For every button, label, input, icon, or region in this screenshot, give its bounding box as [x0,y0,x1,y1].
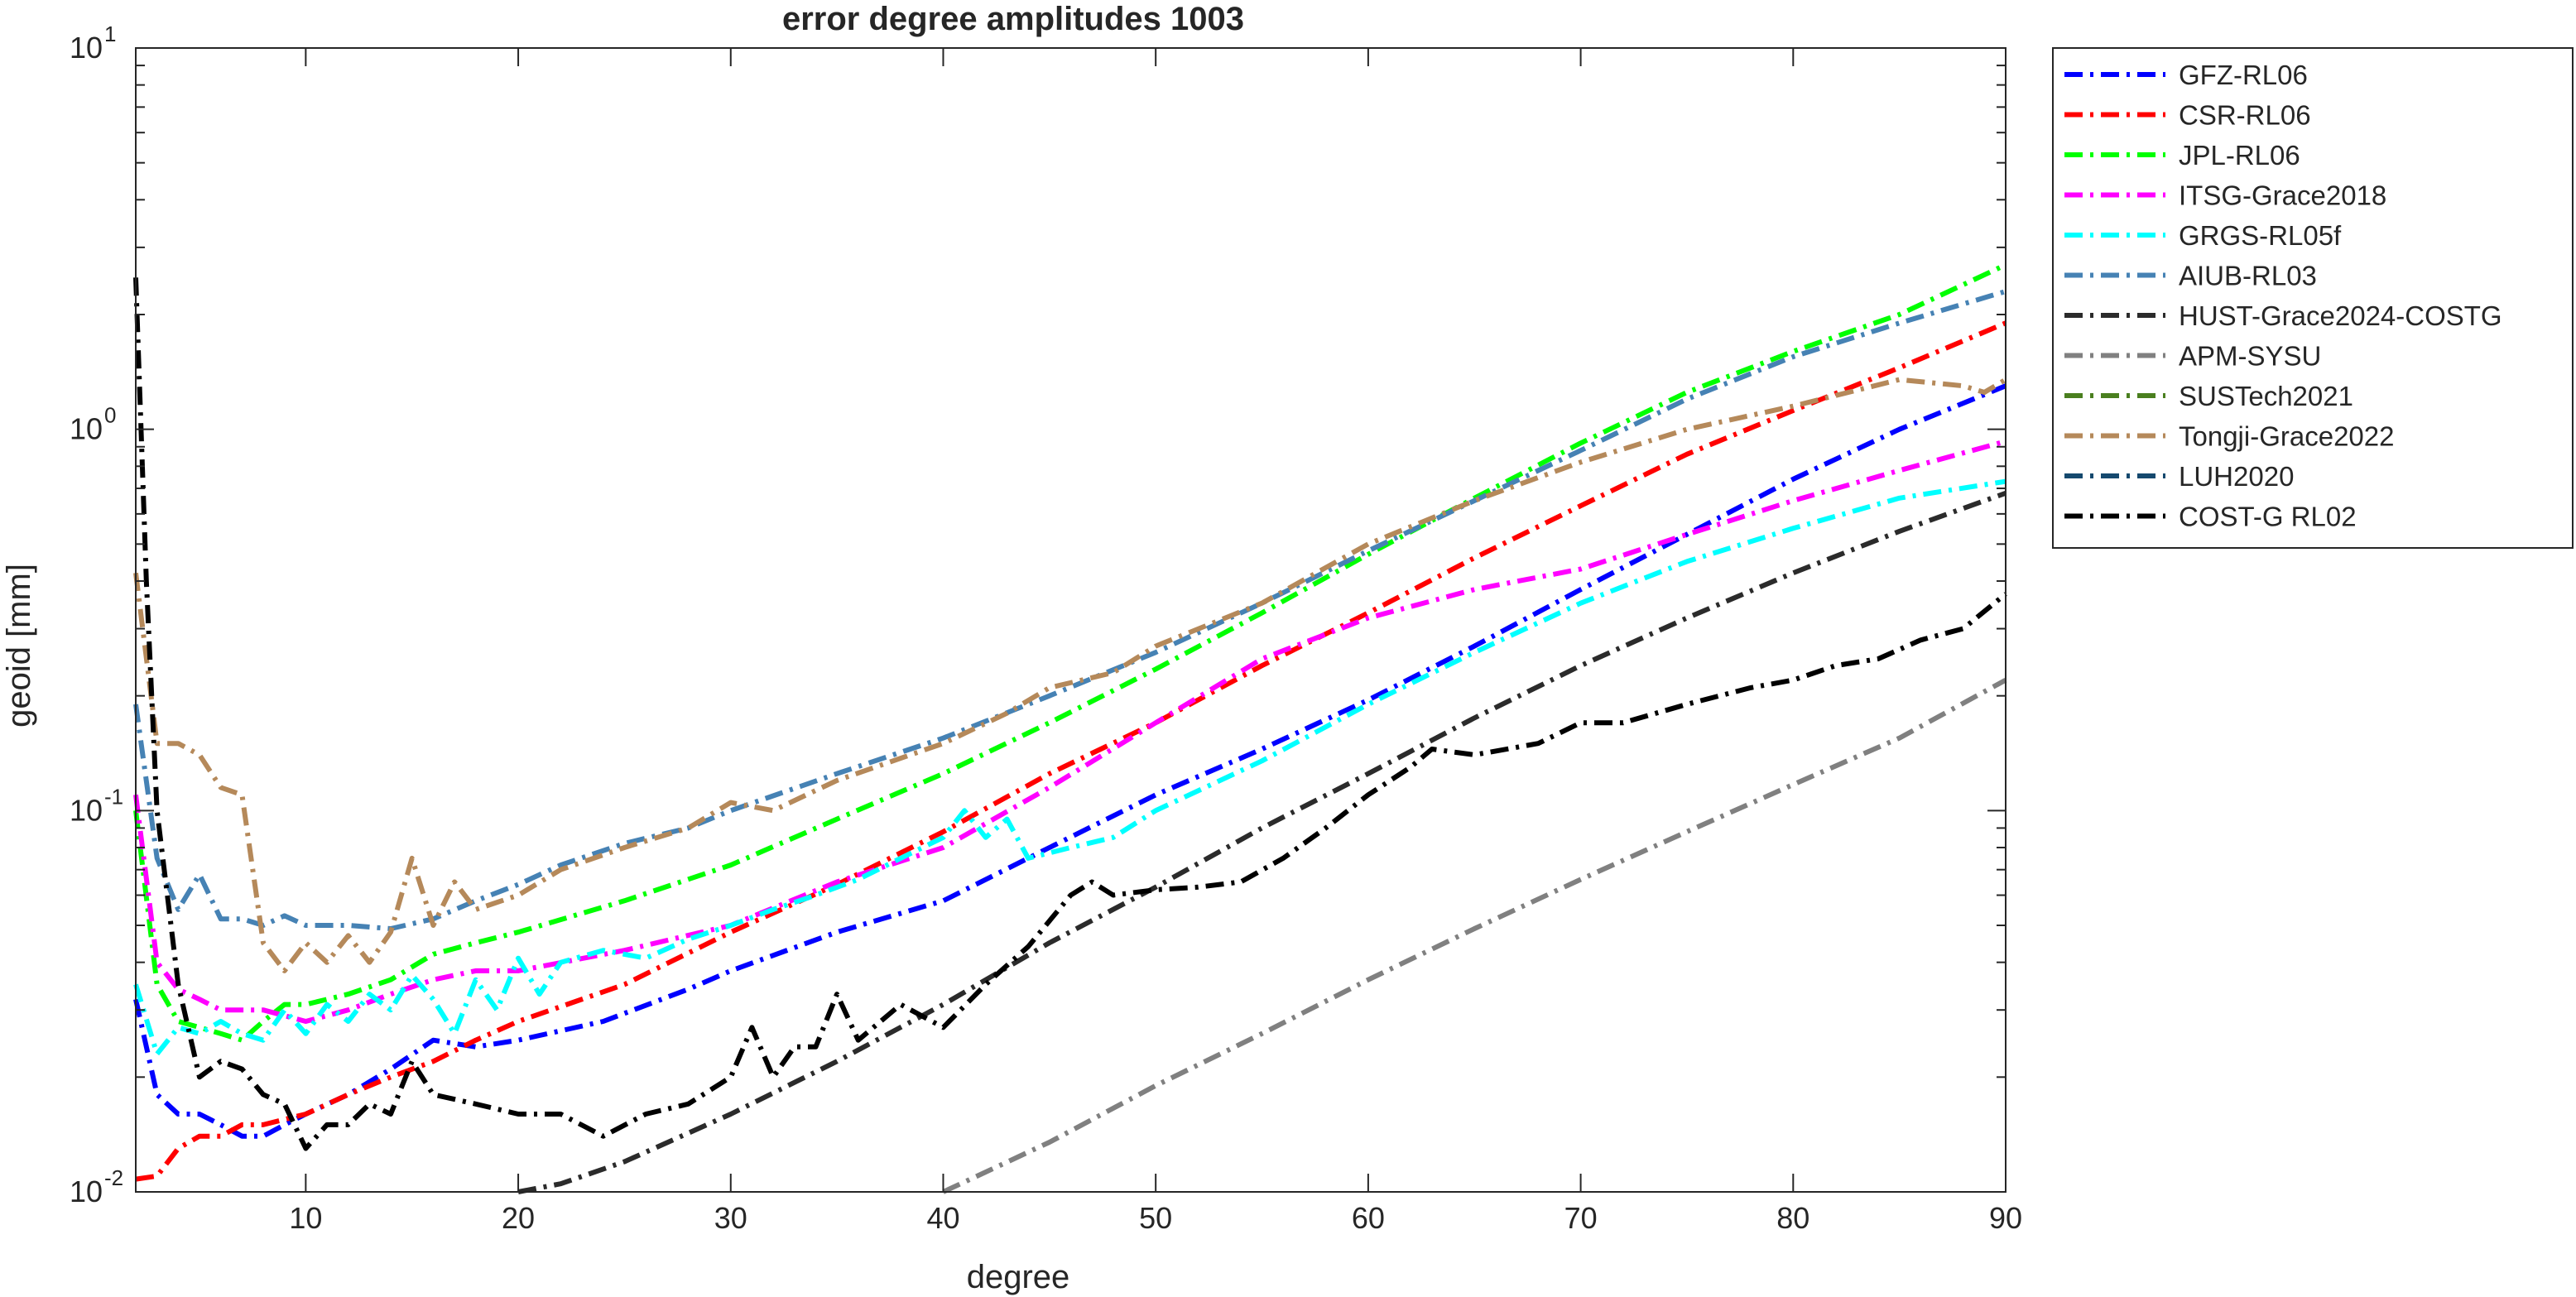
series-line-csr-rl06 [135,320,2007,1182]
legend-box [2052,47,2574,549]
legend-label: AIUB-RL03 [2179,261,2317,291]
y-tick-label: 10 0 [70,403,117,446]
legend-entry-apm-sysu: APM-SYSU [2064,341,2321,372]
y-tick-label: 10 1 [70,22,117,65]
series-layer [133,262,2007,1194]
legend-entry-grgs-rl05f: GRGS-RL05f [2064,220,2342,251]
series-line-gfz-rl06 [133,383,2007,1139]
x-tick-label: 50 [1139,1201,1172,1235]
x-tick-label: 10 [289,1201,322,1235]
legend: GFZ-RL06 CSR-RL06 JPL-RL06 ITSG-Grace2018 GR… [2052,47,2574,549]
y-tick-label-base: 10 [70,1175,103,1208]
legend-label: CSR-RL06 [2179,100,2311,131]
legend-label: HUST-Grace2024-COSTG [2179,300,2502,331]
plot-area [136,48,2006,1192]
series-line-grgs-rl05f [133,478,2006,1057]
legend-entry-csr-rl06: CSR-RL06 [2064,100,2311,131]
y-tick-label-exponent: 0 [104,403,116,428]
chart-title: error degree amplitudes 1003 [782,1,1244,37]
y-axis-label: geoid [mm] [1,564,37,728]
legend-entry-itsg-grace2018: ITSG-Grace2018 [2064,180,2386,211]
legend-label: GFZ-RL06 [2179,60,2308,90]
x-tick-label: 90 [1989,1201,2022,1235]
y-tick-label-base: 10 [70,31,103,65]
y-tick-label-exponent: 1 [104,22,116,46]
legend-label: ITSG-Grace2018 [2179,180,2386,211]
legend-label: COST-G RL02 [2179,502,2357,532]
series-line-apm-sysu [942,677,2007,1194]
legend-entry-gfz-rl06: GFZ-RL06 [2064,60,2308,90]
y-tick-label: 10 -2 [70,1165,123,1208]
x-tick-label: 20 [502,1201,535,1235]
series-line-hust-grace2024-costg [517,490,2007,1194]
legend-entry-aiub-rl03: AIUB-RL03 [2064,261,2317,291]
legend-entry-cost-g-rl02: COST-G RL02 [2064,502,2357,532]
y-tick-label-base: 10 [70,412,103,446]
legend-label: SUSTech2021 [2179,381,2353,411]
x-tick-label: 40 [926,1201,959,1235]
y-tick-label: 10 -1 [70,784,123,827]
x-tick-label: 70 [1564,1201,1598,1235]
plot-frame [135,47,2006,1193]
legend-entry-jpl-rl06: JPL-RL06 [2064,140,2300,171]
y-tick-label-base: 10 [70,793,103,827]
series-line-cost-g-rl02 [133,277,2007,1151]
legend-label: Tongji-Grace2022 [2179,421,2395,452]
legend-label: JPL-RL06 [2179,140,2300,171]
series-line-itsg-grace2018 [133,439,2006,1024]
series-line-aiub-rl03 [133,289,2006,931]
x-tick-label: 60 [1352,1201,1385,1235]
y-tick-label-exponent: -1 [104,784,123,809]
legend-label: APM-SYSU [2179,341,2321,372]
x-tick-label: 80 [1776,1201,1809,1235]
legend-label: LUH2020 [2179,461,2294,492]
x-axis-label: degree [967,1259,1070,1295]
x-tick-label: 30 [714,1201,747,1235]
legend-entry-tongji-grace2022: Tongji-Grace2022 [2064,421,2395,452]
legend-label: GRGS-RL05f [2179,220,2342,251]
y-tick-label-exponent: -2 [104,1165,123,1190]
legend-entry-luh2020: LUH2020 [2064,461,2294,492]
series-line-tongji-grace2022 [133,377,2007,973]
legend-entry-sustech2021: SUSTech2021 [2064,381,2353,411]
legend-entry-hust-grace2024-costg: HUST-Grace2024-COSTG [2064,300,2502,331]
